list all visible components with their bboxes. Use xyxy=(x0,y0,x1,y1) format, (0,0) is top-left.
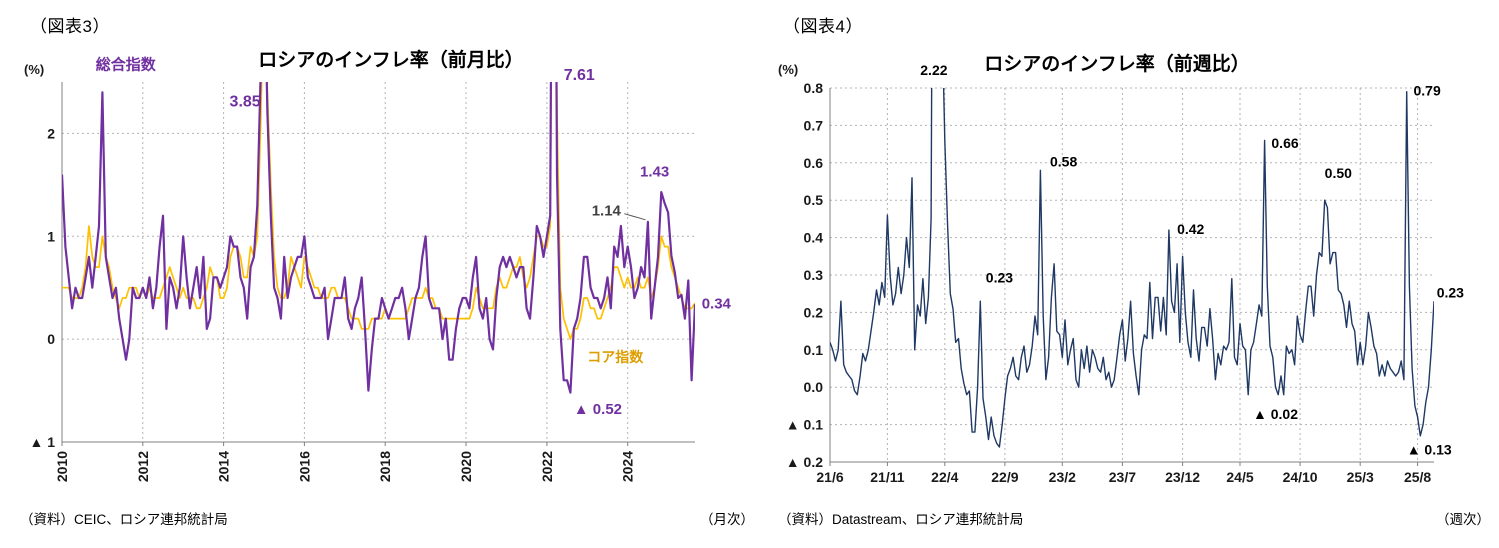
figure4-tag: （図表4） xyxy=(783,17,863,36)
svg-text:0.8: 0.8 xyxy=(804,80,824,96)
svg-text:0.23: 0.23 xyxy=(1437,284,1464,300)
figure4-frequency-label: （週次） xyxy=(1436,512,1490,527)
svg-text:23/12: 23/12 xyxy=(1165,469,1200,485)
svg-text:0.7: 0.7 xyxy=(804,117,824,133)
svg-text:0.5: 0.5 xyxy=(804,192,824,208)
svg-text:0.42: 0.42 xyxy=(1177,221,1204,237)
svg-text:2.22: 2.22 xyxy=(920,62,947,78)
svg-text:7.61: 7.61 xyxy=(564,67,595,84)
svg-text:(%): (%) xyxy=(778,62,798,77)
figure4-source: （資料）Datastream、ロシア連邦統計局 xyxy=(778,512,1024,527)
fig4-weekly-inflation-chart: 0.80.70.60.50.40.30.20.10.0▲ 0.1▲ 0.221/… xyxy=(778,52,1464,485)
svg-text:2: 2 xyxy=(47,125,55,141)
svg-text:0.0: 0.0 xyxy=(804,379,824,395)
svg-text:▲ 1: ▲ 1 xyxy=(29,434,55,450)
svg-text:2010: 2010 xyxy=(54,451,70,482)
svg-text:0.1: 0.1 xyxy=(804,342,824,358)
svg-text:2024: 2024 xyxy=(620,451,636,482)
svg-text:0.34: 0.34 xyxy=(702,295,732,312)
svg-text:0.58: 0.58 xyxy=(1050,154,1077,170)
svg-text:1.43: 1.43 xyxy=(640,164,669,181)
figure3-frequency-label: （月次） xyxy=(700,512,754,527)
svg-text:2012: 2012 xyxy=(135,451,151,482)
svg-text:0.50: 0.50 xyxy=(1325,165,1352,181)
svg-text:ロシアのインフレ率（前週比）: ロシアのインフレ率（前週比） xyxy=(984,52,1249,75)
svg-text:0.23: 0.23 xyxy=(986,270,1013,286)
svg-text:21/6: 21/6 xyxy=(816,469,843,485)
svg-text:0: 0 xyxy=(47,331,55,347)
svg-text:23/2: 23/2 xyxy=(1049,469,1076,485)
svg-text:2016: 2016 xyxy=(296,451,312,482)
svg-text:2022: 2022 xyxy=(539,451,555,482)
figure3-tag: （図表3） xyxy=(30,17,110,36)
svg-text:ロシアのインフレ率（前月比）: ロシアのインフレ率（前月比） xyxy=(258,48,523,71)
svg-text:(%): (%) xyxy=(24,62,44,77)
svg-text:25/8: 25/8 xyxy=(1404,469,1431,485)
svg-text:22/4: 22/4 xyxy=(931,469,958,485)
svg-text:0.6: 0.6 xyxy=(804,155,824,171)
figure3-source: （資料）CEIC、ロシア連邦統計局 xyxy=(20,512,228,527)
svg-text:2018: 2018 xyxy=(377,451,393,482)
svg-text:25/3: 25/3 xyxy=(1347,469,1374,485)
svg-text:24/5: 24/5 xyxy=(1226,469,1253,485)
svg-text:0.66: 0.66 xyxy=(1271,135,1298,151)
svg-text:2014: 2014 xyxy=(216,451,232,482)
svg-text:22/9: 22/9 xyxy=(991,469,1018,485)
svg-text:▲ 0.52: ▲ 0.52 xyxy=(574,401,622,418)
svg-text:21/11: 21/11 xyxy=(870,469,904,485)
svg-text:コア指数: コア指数 xyxy=(587,349,644,365)
svg-text:3.85: 3.85 xyxy=(230,94,261,111)
svg-text:0.3: 0.3 xyxy=(804,267,824,283)
svg-text:0.79: 0.79 xyxy=(1414,83,1441,99)
svg-text:総合指数: 総合指数 xyxy=(96,56,157,74)
svg-text:▲ 0.1: ▲ 0.1 xyxy=(786,417,823,433)
svg-text:▲ 0.2: ▲ 0.2 xyxy=(786,454,823,470)
svg-text:0.2: 0.2 xyxy=(804,304,824,320)
svg-text:23/7: 23/7 xyxy=(1109,469,1136,485)
svg-text:2020: 2020 xyxy=(458,451,474,482)
svg-text:24/10: 24/10 xyxy=(1283,469,1318,485)
svg-text:0.4: 0.4 xyxy=(804,230,824,246)
svg-text:▲ 0.02: ▲ 0.02 xyxy=(1253,406,1298,422)
svg-text:1.14: 1.14 xyxy=(592,203,622,220)
svg-text:1: 1 xyxy=(47,228,55,244)
svg-text:▲ 0.13: ▲ 0.13 xyxy=(1407,442,1452,458)
